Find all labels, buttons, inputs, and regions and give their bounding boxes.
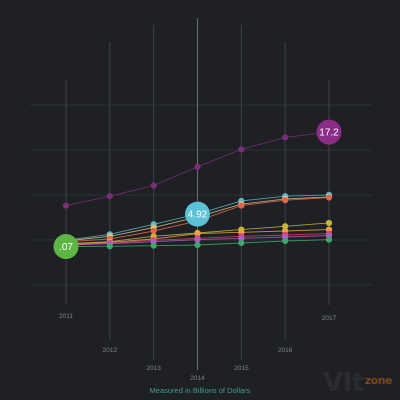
watermark-main: VIt bbox=[323, 368, 364, 398]
data-point bbox=[282, 237, 289, 245]
x-tick-label: 2013 bbox=[146, 365, 161, 372]
x-tick-label: 2011 bbox=[59, 313, 73, 320]
watermark-sub: zone bbox=[364, 374, 393, 387]
x-tick-label: 2017 bbox=[322, 315, 337, 322]
data-point bbox=[150, 227, 157, 235]
data-point bbox=[282, 223, 289, 230]
data-point bbox=[238, 202, 245, 209]
data-point bbox=[282, 197, 289, 204]
data-point bbox=[194, 230, 201, 237]
data-point bbox=[62, 202, 70, 209]
data-point bbox=[238, 235, 245, 242]
value-callout-bubble bbox=[53, 234, 79, 260]
data-point bbox=[106, 243, 113, 250]
data-point bbox=[325, 194, 333, 201]
value-callout-label: .07 bbox=[59, 242, 73, 253]
x-tick-label: 2016 bbox=[278, 347, 293, 354]
value-callout-label: 4.92 bbox=[188, 210, 208, 221]
data-point bbox=[194, 241, 201, 249]
data-point bbox=[325, 236, 333, 243]
value-callout-bubble bbox=[185, 201, 210, 227]
data-point bbox=[106, 193, 113, 200]
x-tick-label: 2014 bbox=[190, 375, 205, 382]
data-point bbox=[325, 219, 333, 227]
data-point bbox=[238, 146, 245, 153]
data-point bbox=[238, 239, 245, 247]
x-tick-label: 2012 bbox=[103, 347, 118, 354]
x-tick-label: 2015 bbox=[234, 365, 249, 372]
x-axis-caption: Measured in Billions of Dollars bbox=[149, 386, 251, 395]
data-point bbox=[282, 134, 289, 141]
value-callout-label: 17.2 bbox=[319, 128, 339, 139]
data-point bbox=[194, 236, 201, 243]
data-point bbox=[194, 163, 201, 170]
value-callout-bubble bbox=[316, 119, 342, 145]
data-point bbox=[150, 182, 157, 189]
data-point bbox=[150, 242, 157, 249]
watermark-logo: VItzone bbox=[323, 368, 393, 398]
